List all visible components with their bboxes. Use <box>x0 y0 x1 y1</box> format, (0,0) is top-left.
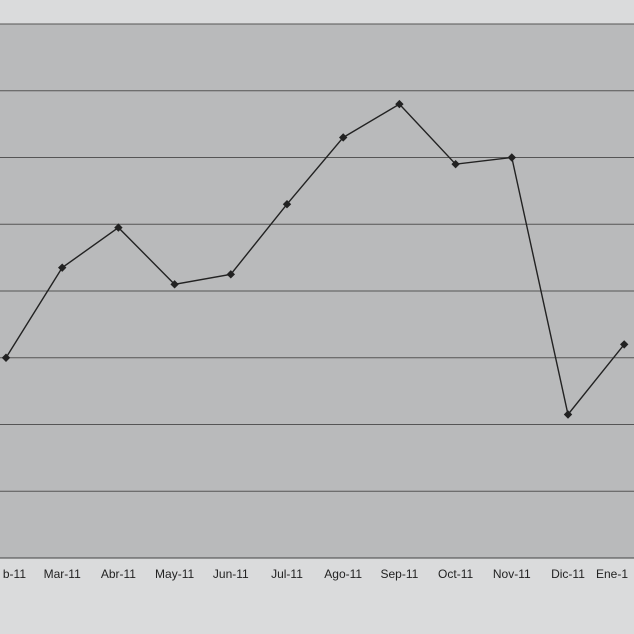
x-tick-label: Dic-11 <box>551 567 585 581</box>
marker <box>226 270 235 279</box>
marker <box>395 99 404 109</box>
marker <box>507 153 516 162</box>
x-tick-label: Jul-11 <box>271 567 303 581</box>
x-tick-label: Sep-11 <box>380 567 418 581</box>
marker <box>451 159 460 169</box>
marker <box>620 340 629 349</box>
x-tick-label: May-11 <box>155 567 194 581</box>
line <box>5 103 625 417</box>
x-tick-label: Nov-11 <box>493 567 531 581</box>
x-tick-label: Jun-11 <box>213 567 249 581</box>
marker <box>170 280 179 289</box>
marker <box>58 263 67 272</box>
x-tick-label: Oct-11 <box>438 567 473 581</box>
marker <box>114 223 123 232</box>
x-tick-label: Ago-11 <box>324 567 362 581</box>
marker <box>1 353 11 362</box>
marker <box>563 410 573 419</box>
marker <box>339 133 348 142</box>
x-tick-label: Abr-11 <box>101 567 136 581</box>
x-tick-label: b-11 <box>3 567 26 581</box>
x-tick-label: Mar-11 <box>44 567 81 581</box>
x-tick-label: Ene-1 <box>596 567 628 581</box>
marker <box>282 200 292 209</box>
